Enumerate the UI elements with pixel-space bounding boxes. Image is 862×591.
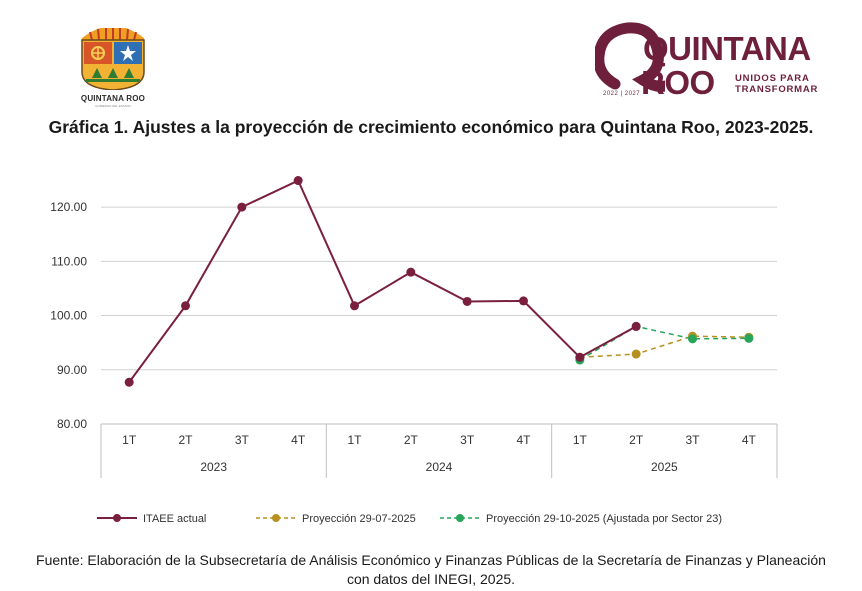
- source-note: Fuente: Elaboración de la Subsecretaría …: [36, 552, 826, 587]
- chart-title: Gráfica 1. Ajustes a la proyección de cr…: [48, 117, 814, 137]
- brand-logo: QUINTANA ROO UNIDOS PARA TRANSFORMAR 202…: [595, 22, 820, 102]
- series-line-1: [579, 335, 749, 359]
- legend-label-1: Proyección 29-07-2025: [302, 513, 416, 525]
- y-tick-label: 80.00: [57, 417, 87, 431]
- brand-swoosh-icon: [595, 22, 665, 92]
- x-tick-label: 1T: [573, 433, 588, 447]
- series-point-1: [631, 349, 641, 359]
- x-tick-label: 1T: [347, 433, 362, 447]
- x-group-label: 2024: [426, 460, 453, 474]
- state-logo-caption: QUINTANA ROO: [80, 94, 146, 103]
- x-tick-label: 3T: [685, 433, 700, 447]
- series-point-0: [631, 321, 641, 331]
- x-tick-label: 4T: [742, 433, 757, 447]
- series-point-0: [519, 296, 528, 306]
- x-group-label: 2025: [651, 460, 678, 474]
- x-tick-label: 2T: [404, 433, 419, 447]
- legend-marker-0: [113, 514, 121, 522]
- y-tick-label: 120.00: [50, 200, 87, 214]
- brand-tagline-1: UNIDOS PARA: [735, 73, 810, 84]
- state-logo-subcaption: GOBIERNO DEL ESTADO: [95, 104, 131, 108]
- series-point-0: [350, 301, 359, 311]
- series-point-2: [744, 333, 754, 343]
- series-point-0: [293, 176, 303, 186]
- brand-years: 2022 | 2027: [603, 91, 641, 97]
- legend-marker-2: [456, 514, 464, 522]
- legend-label-2: Proyección 29-10-2025 (Ajustada por Sect…: [486, 513, 722, 525]
- x-group-label: 2023: [200, 460, 227, 474]
- x-tick-label: 4T: [291, 433, 306, 447]
- y-tick-label: 90.00: [57, 363, 87, 377]
- x-tick-label: 4T: [516, 433, 531, 447]
- brand-tagline-2: TRANSFORMAR: [735, 84, 819, 95]
- legend-label-0: ITAEE actual: [143, 513, 206, 525]
- series-point-0: [124, 377, 134, 387]
- series-point-0: [462, 296, 472, 306]
- series-line-2: [579, 325, 749, 361]
- series-point-0: [237, 202, 247, 212]
- x-tick-label: 3T: [460, 433, 475, 447]
- y-tick-label: 110.00: [51, 254, 87, 268]
- series-point-0: [406, 267, 416, 277]
- brand-word-quintana: QUINTANA: [643, 30, 811, 67]
- series-line-0: [128, 179, 637, 383]
- legend-marker-1: [272, 514, 280, 522]
- series-point-2: [688, 334, 697, 344]
- x-tick-label: 3T: [235, 433, 250, 447]
- series-point-0: [575, 352, 585, 362]
- x-tick-label: 2T: [629, 433, 644, 447]
- series-point-0: [181, 301, 190, 311]
- brand-word-roo: ROO: [641, 64, 715, 101]
- x-tick-label: 2T: [178, 433, 193, 447]
- state-shield-icon: [81, 28, 145, 90]
- x-tick-label: 1T: [122, 433, 137, 447]
- state-logo: QUINTANA ROO GOBIERNO DEL ESTADO: [70, 2, 156, 108]
- y-tick-label: 100.00: [50, 309, 87, 323]
